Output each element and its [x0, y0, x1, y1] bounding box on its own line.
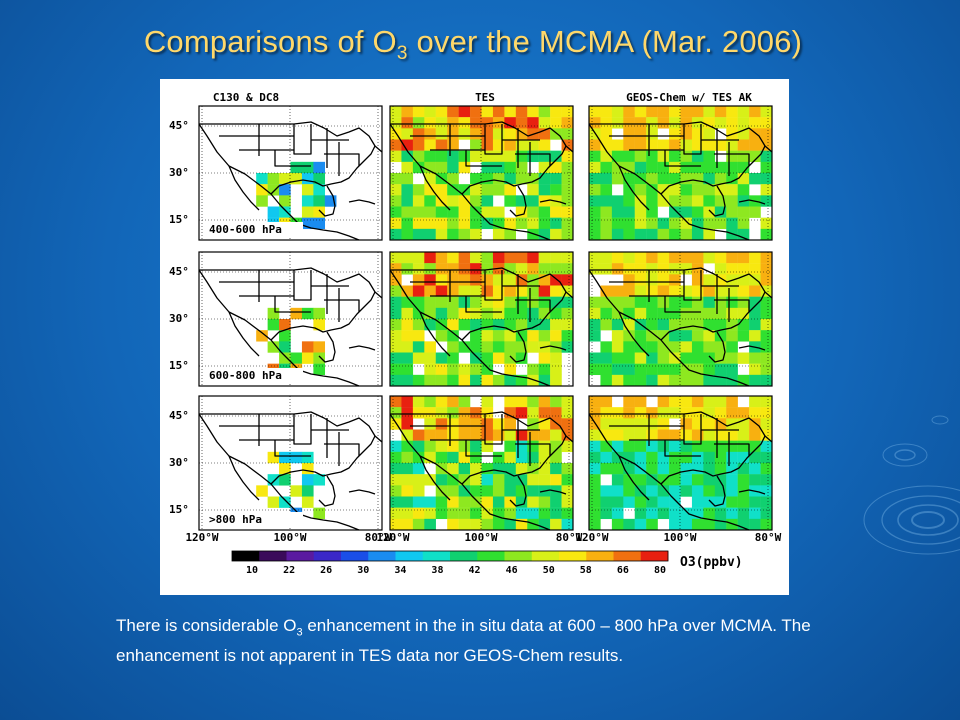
- lat-tick-r1-1: 45°: [169, 119, 189, 132]
- pressure-label-2: 600-800 hPa: [209, 369, 282, 382]
- lon-tick-c2-2: 100°W: [464, 531, 497, 544]
- colorbar-tick-label: 66: [617, 565, 629, 576]
- lon-tick-c3-1: 120°W: [575, 531, 608, 544]
- map-panel-r1-c1: 400-600 hPa: [198, 105, 383, 241]
- colorbar-tick-label: 42: [469, 565, 481, 576]
- colorbar-tick-label: 26: [320, 565, 332, 576]
- colorbar-swatch: [368, 551, 396, 561]
- colorbar-swatch: [559, 551, 587, 561]
- colorbar-swatch: [504, 551, 533, 561]
- colorbar-tick-label: 34: [394, 565, 406, 576]
- map-panel-r2-c3: [588, 251, 773, 387]
- lon-tick-c1-1: 120°W: [185, 531, 218, 544]
- colorbar-tick-label: 58: [580, 565, 592, 576]
- lon-tick-c3-2: 100°W: [663, 531, 696, 544]
- lat-tick-r3-3: 15°: [169, 503, 189, 516]
- map-panel-r3-c1: >800 hPa: [198, 395, 383, 531]
- lon-tick-c2-1: 120°W: [376, 531, 409, 544]
- colorbar-swatch: [232, 551, 260, 561]
- lat-tick-r1-2: 30°: [169, 166, 189, 179]
- colorbar-swatch: [395, 551, 424, 561]
- map-panel-r1-c2: [389, 105, 574, 241]
- colorbar-tick-label: 46: [506, 565, 518, 576]
- colorbar-swatch: [477, 551, 505, 561]
- map-panel-r1-c3: [588, 105, 773, 241]
- colorbar-tick-label: 22: [283, 565, 295, 576]
- lat-tick-r2-2: 30°: [169, 312, 189, 325]
- colorbar-tick-label: 10: [246, 565, 258, 576]
- column-title-1: C130 & DC8: [213, 91, 279, 104]
- column-title-3: GEOS-Chem w/ TES AK: [626, 91, 752, 104]
- lat-tick-r1-3: 15°: [169, 213, 189, 226]
- map-panel-r3-c3: [588, 395, 773, 531]
- colorbar-tick-label: 80: [654, 565, 666, 576]
- colorbar-swatch: [531, 551, 560, 561]
- colorbar-swatch: [586, 551, 614, 561]
- colorbar-swatch: [422, 551, 451, 561]
- colorbar: 10 22 26 30 34 38 42 46 50 58 66 80 O3(ppbv): [231, 550, 743, 576]
- lon-tick-c2-3: 80°W: [556, 531, 583, 544]
- slide-caption: There is considerable O3 enhancement in …: [116, 616, 811, 666]
- map-panel-r2-c1: 600-800 hPa: [198, 251, 383, 387]
- colorbar-swatch: [286, 551, 315, 561]
- pressure-label-3: >800 hPa: [209, 513, 262, 526]
- colorbar-tick-label: 38: [431, 565, 443, 576]
- lat-tick-r3-2: 30°: [169, 456, 189, 469]
- ozone-comparison-figure: 400-600 hPa 600-800 hPa >800 hPa C130 & DC8…: [160, 79, 789, 595]
- lon-tick-c1-2: 100°W: [273, 531, 306, 544]
- map-panel-r2-c2: [389, 251, 574, 387]
- lon-tick-c3-3: 80°W: [755, 531, 782, 544]
- colorbar-swatch: [640, 551, 669, 561]
- column-title-2: TES: [475, 91, 495, 104]
- colorbar-tick-label: 50: [543, 565, 555, 576]
- colorbar-swatch: [450, 551, 478, 561]
- map-panel-r3-c2: [389, 395, 574, 531]
- colorbar-swatch: [313, 551, 342, 561]
- pressure-label-1: 400-600 hPa: [209, 223, 282, 236]
- colorbar-swatch: [341, 551, 369, 561]
- colorbar-swatch: [613, 551, 642, 561]
- map-panels: 400-600 hPa 600-800 hPa >800 hPa C130 & DC8…: [169, 91, 782, 576]
- slide-title: Comparisons of O3 over the MCMA (Mar. 20…: [143, 24, 803, 65]
- colorbar-tick-label: 30: [357, 565, 369, 576]
- lon-tick-c1-3: 80°W: [365, 531, 392, 544]
- lat-tick-r2-3: 15°: [169, 359, 189, 372]
- colorbar-label: O3(ppbv): [680, 555, 743, 570]
- colorbar-swatch: [259, 551, 287, 561]
- lat-tick-r2-1: 45°: [169, 265, 189, 278]
- lat-tick-r3-1: 45°: [169, 409, 189, 422]
